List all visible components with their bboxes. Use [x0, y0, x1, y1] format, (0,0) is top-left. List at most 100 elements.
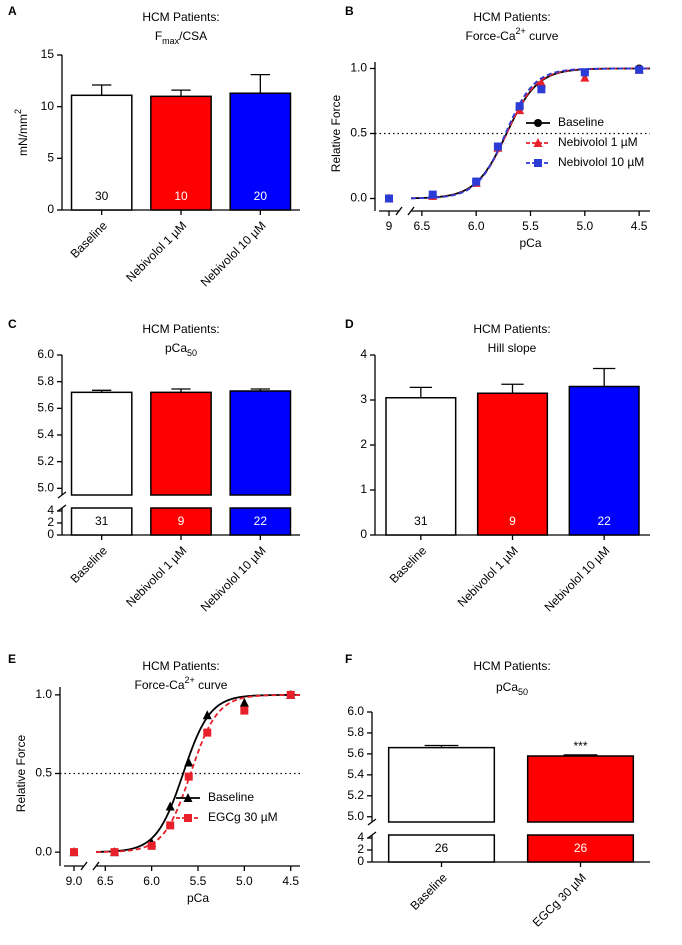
data-point — [147, 841, 156, 850]
x-tick-label: 4.5 — [282, 874, 299, 888]
panel-letter: B — [345, 4, 354, 18]
data-point — [536, 77, 546, 87]
y-tick-label: 4 — [360, 347, 367, 361]
n-label: 31 — [95, 514, 109, 528]
text-run: pCa — [165, 341, 187, 355]
chart-title: HCM Patients: — [142, 10, 219, 24]
legend-marker — [534, 119, 542, 127]
n-label: 20 — [254, 189, 268, 203]
bar — [229, 390, 292, 496]
chart-title: HCM Patients: — [473, 10, 550, 24]
x-tick-label: Nebivolol 10 µM — [542, 543, 613, 614]
n-label: 31 — [414, 514, 428, 528]
y-tick-label: 5.4 — [347, 767, 364, 781]
y-tick-label: 5.6 — [37, 401, 54, 415]
axis-break — [367, 831, 377, 839]
data-point — [70, 848, 78, 857]
bar — [526, 755, 635, 823]
panel-letter: E — [8, 652, 16, 666]
x-tick-label: 5.5 — [190, 874, 207, 888]
y-tick-label: 5.8 — [347, 725, 364, 739]
y-tick-label: 1 — [360, 482, 367, 496]
y-tick-label: 0 — [360, 527, 367, 541]
panel-letter: C — [8, 317, 17, 331]
bar — [70, 507, 133, 536]
data-point — [240, 706, 249, 715]
y-tick-label: 0.5 — [35, 766, 52, 780]
y-axis-label: Relative Force — [329, 95, 343, 173]
legend-label: Nebivolol 1 µM — [558, 135, 638, 149]
y-tick-label: 6.0 — [37, 347, 54, 361]
y-axis-label: mN/mm2 — [13, 109, 30, 156]
y-tick-label: 5.6 — [347, 746, 364, 760]
bar — [526, 834, 635, 863]
x-tick-label: Nebivolol 1 µM — [123, 218, 189, 284]
legend-marker — [533, 138, 543, 147]
panel-letter: F — [345, 652, 352, 666]
data-point — [286, 690, 295, 699]
n-label: 22 — [597, 514, 611, 528]
y-tick-label: 0.0 — [35, 844, 52, 858]
fit-curve — [410, 67, 650, 200]
x-tick-label: Nebivolol 1 µM — [123, 543, 189, 609]
text-run: max — [162, 36, 180, 46]
text-run: Force-Ca — [135, 678, 185, 692]
axis-break — [57, 504, 67, 512]
text-run: curve — [195, 678, 228, 692]
y-tick-label: 5.2 — [37, 454, 54, 468]
legend-label: EGCg 30 µM — [208, 810, 278, 824]
y-tick-label: 5.8 — [37, 374, 54, 388]
bar — [150, 507, 212, 536]
y-tick-label: 5.0 — [347, 809, 364, 823]
text-run: F — [155, 29, 162, 43]
text-run: 2 — [13, 109, 23, 114]
text-run: pCa — [496, 680, 518, 694]
axis-break — [367, 818, 377, 826]
n-label: 10 — [174, 189, 188, 203]
chart-subtitle: Force-Ca2+ curve — [135, 675, 228, 692]
legend-marker — [183, 793, 193, 802]
data-point — [202, 710, 212, 720]
y-tick-label: 4 — [357, 830, 364, 844]
bar — [476, 392, 549, 536]
text-run: Hill slope — [488, 341, 537, 355]
fit-curve — [95, 694, 301, 853]
y-tick-label: 1.0 — [35, 687, 52, 701]
n-label: 26 — [435, 841, 449, 855]
legend-label: Nebivolol 10 µM — [558, 155, 644, 169]
data-point — [239, 697, 249, 707]
legend-label: Baseline — [558, 115, 604, 129]
n-label: 9 — [178, 514, 185, 528]
data-point — [165, 801, 175, 811]
y-axis-label: Relative Force — [14, 735, 28, 813]
y-tick-label: 0 — [47, 202, 54, 216]
x-tick-label: 9 — [386, 219, 393, 233]
y-tick-label: 5.4 — [37, 427, 54, 441]
y-tick-label: 0 — [47, 527, 54, 541]
chart-title: HCM Patients: — [142, 322, 219, 336]
y-tick-label: 6.0 — [347, 704, 364, 718]
x-tick-label: Nebivolol 10 µM — [198, 543, 269, 614]
bar — [150, 391, 212, 496]
text-run: /CSA — [179, 29, 207, 43]
x-tick-label: 6.0 — [143, 874, 160, 888]
n-label: 22 — [254, 514, 268, 528]
n-label: 9 — [509, 514, 516, 528]
legend-marker — [534, 159, 542, 167]
bar — [387, 746, 496, 823]
y-tick-label: 2 — [357, 842, 364, 856]
y-tick-label: 10 — [41, 99, 55, 113]
x-tick-label: EGCg 30 µM — [530, 870, 589, 929]
legend-label: Baseline — [208, 790, 254, 804]
chart-subtitle: Force-Ca2+ curve — [466, 26, 559, 43]
data-point — [110, 848, 119, 857]
x-tick-label: 4.5 — [631, 219, 648, 233]
y-tick-label: 5 — [47, 151, 54, 165]
text-run: mN/mm — [16, 114, 30, 156]
legend-marker — [184, 814, 192, 822]
bar — [70, 391, 133, 496]
chart-subtitle: Fmax/CSA — [155, 29, 207, 46]
data-point — [580, 72, 590, 82]
chart-subtitle: pCa50 — [165, 341, 197, 358]
bar — [385, 397, 457, 536]
